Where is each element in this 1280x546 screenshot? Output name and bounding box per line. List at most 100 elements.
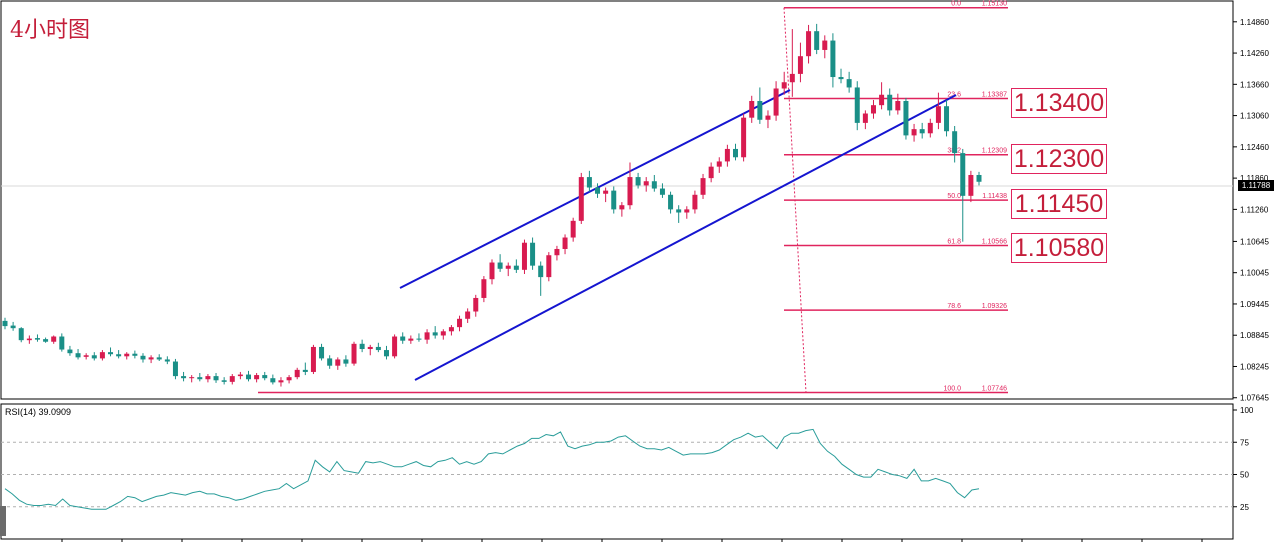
- candle-body: [335, 359, 341, 366]
- candle-body: [854, 87, 860, 123]
- rsi-series: [4, 428, 980, 510]
- candle-body: [757, 101, 763, 120]
- candle-body: [83, 355, 89, 357]
- candle-body: [838, 77, 844, 80]
- candle-body: [310, 346, 316, 372]
- fib-price-label: 1.13387: [982, 92, 1007, 99]
- channel-lower-line: [414, 94, 957, 381]
- candlesticks: [2, 23, 982, 387]
- candle-body: [383, 350, 389, 357]
- rsi-tick-label: 75: [1240, 438, 1249, 447]
- fib-price-label: 1.09326: [982, 303, 1007, 310]
- candle-body: [140, 355, 146, 360]
- candle-body: [635, 177, 641, 186]
- price-tick-label: 1.14860: [1240, 18, 1269, 27]
- rsi-tick-label: 100: [1240, 406, 1254, 415]
- candle-body: [944, 106, 950, 132]
- candle-body: [26, 338, 32, 341]
- candle-body: [797, 56, 803, 74]
- candle-body: [830, 40, 836, 78]
- price-tick-label: 1.10045: [1240, 269, 1269, 278]
- price-tick-label: 1.11860: [1240, 174, 1269, 183]
- candle-body: [302, 369, 308, 372]
- candle-body: [546, 255, 552, 278]
- candle-body: [497, 262, 503, 269]
- candle-body: [2, 320, 8, 327]
- rsi-line: [4, 428, 980, 510]
- candle-body: [822, 40, 828, 50]
- candle-body: [749, 101, 755, 118]
- rsi-pane-frame: [0, 403, 1234, 540]
- candle-body: [765, 115, 771, 120]
- candle-body: [733, 148, 738, 158]
- fib-ratio-label: 0.0: [951, 1, 961, 8]
- candle-body: [789, 73, 795, 83]
- candle-body: [343, 359, 349, 364]
- price-tick-label: 1.08845: [1240, 331, 1269, 340]
- candle-body: [773, 88, 779, 116]
- fib-ratio-label: 61.8: [947, 239, 961, 246]
- price-tick-label: 1.13660: [1240, 80, 1269, 89]
- candle-body: [116, 354, 122, 357]
- candle-body: [481, 279, 487, 298]
- candle-body: [489, 262, 495, 280]
- candle-body: [603, 190, 609, 194]
- channel-upper-line: [399, 89, 791, 289]
- candle-body: [505, 265, 511, 269]
- price-tick-label: 1.11260: [1240, 205, 1269, 214]
- candle-body: [619, 205, 625, 210]
- candle-body: [700, 178, 706, 195]
- candle-body: [392, 336, 398, 357]
- candle-body: [692, 194, 698, 210]
- price-tick-label: 1.07645: [1240, 394, 1269, 403]
- candle-body: [448, 327, 454, 332]
- candle-body: [887, 94, 893, 111]
- candle-body: [465, 311, 471, 319]
- candle-body: [205, 376, 211, 380]
- price-tick-label: 1.09445: [1240, 300, 1269, 309]
- candle-body: [221, 380, 227, 382]
- fib-price-label: 1.12309: [982, 148, 1007, 155]
- candle-body: [181, 376, 187, 379]
- candle-body: [870, 105, 876, 114]
- rsi-gridlines: [1, 441, 1233, 508]
- candle-body: [229, 376, 235, 382]
- candle-body: [99, 352, 105, 359]
- candle-body: [643, 181, 649, 186]
- candle-body: [262, 375, 268, 379]
- candle-body: [197, 377, 203, 380]
- candle-body: [927, 122, 933, 134]
- candle-body: [513, 265, 519, 270]
- level-box-3: 1.11450: [1011, 189, 1107, 219]
- main-pane-frame: [0, 0, 1234, 400]
- candle-body: [846, 79, 852, 88]
- scroll-handle[interactable]: [0, 506, 6, 536]
- candle-body: [43, 339, 49, 342]
- fib-ratio-label: 78.6: [947, 303, 961, 310]
- candle-body: [814, 31, 820, 50]
- candle-body: [651, 181, 657, 189]
- candle-body: [578, 177, 584, 221]
- level-box-2: 1.12300: [1011, 144, 1107, 174]
- candle-body: [400, 336, 406, 341]
- candle-body: [668, 194, 674, 210]
- candle-body: [51, 336, 57, 342]
- fib-trendline: [783, 7, 807, 393]
- candle-body: [18, 328, 24, 341]
- candle-body: [684, 209, 690, 213]
- candle-body: [270, 378, 276, 383]
- candle-body: [91, 355, 97, 359]
- candle-body: [327, 358, 333, 366]
- candle-body: [919, 129, 925, 134]
- candle-body: [10, 325, 16, 329]
- candle-body: [586, 177, 592, 188]
- candle-body: [172, 361, 178, 377]
- price-tick-label: 1.14260: [1240, 49, 1269, 58]
- fibonacci-retracement: 0.01.1513023.61.1338738.21.1230950.01.11…: [258, 1, 1008, 394]
- candle-body: [156, 357, 162, 360]
- candle-body: [359, 343, 365, 350]
- rsi-tick-label: 50: [1240, 471, 1249, 480]
- candle-body: [473, 297, 479, 312]
